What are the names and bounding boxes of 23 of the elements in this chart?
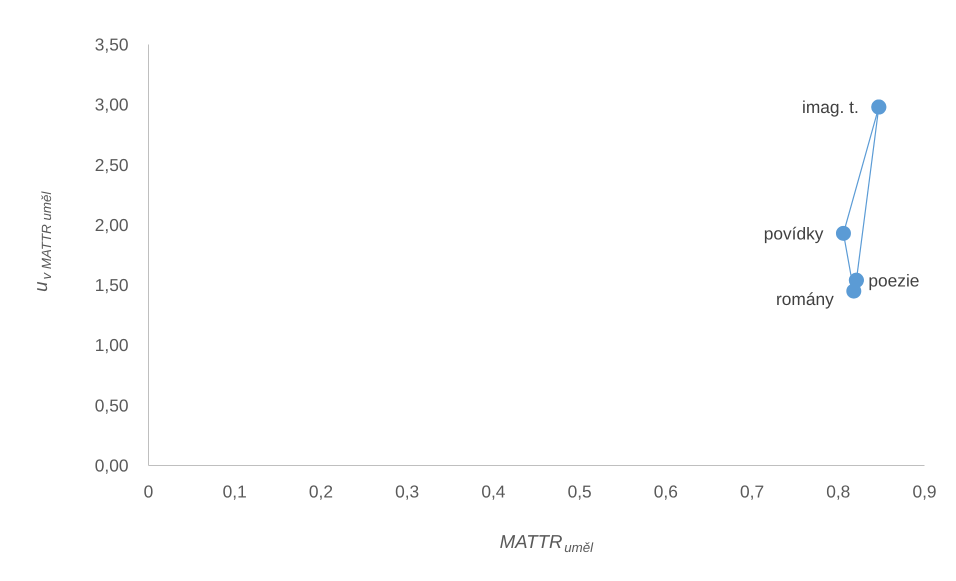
x-tick-label: 0,4 [481,482,506,502]
x-tick-label: 0,6 [654,482,678,502]
data-label: poezie [868,270,920,290]
y-tick-label: 0,00 [94,456,129,476]
data-label: imag. t. [802,97,859,118]
y-tick-label: 2,50 [94,154,129,175]
y-axis-title: uv MATTR uměl [30,190,54,292]
x-tick-label: 0,1 [222,482,247,502]
y-tick-label: 3,00 [94,94,129,115]
y-tick-label: 3,50 [94,34,129,54]
x-tick-label: 0,3 [395,482,420,502]
data-label: povídky [764,223,824,244]
x-tick-label: 0,7 [740,482,764,502]
x-tick-label: 0 [144,482,154,502]
y-tick-label: 1,50 [94,275,129,296]
x-tick-label: 0,5 [568,482,592,502]
x-tick-label: 0,2 [308,482,333,502]
y-tick-label: 2,00 [94,214,129,235]
x-tick-label: 0,8 [826,482,850,502]
y-tick-label: 1,00 [94,335,129,356]
data-label: romány [776,289,834,310]
y-tick-label: 0,50 [94,395,129,416]
x-tick-label: 0,9 [912,482,937,502]
